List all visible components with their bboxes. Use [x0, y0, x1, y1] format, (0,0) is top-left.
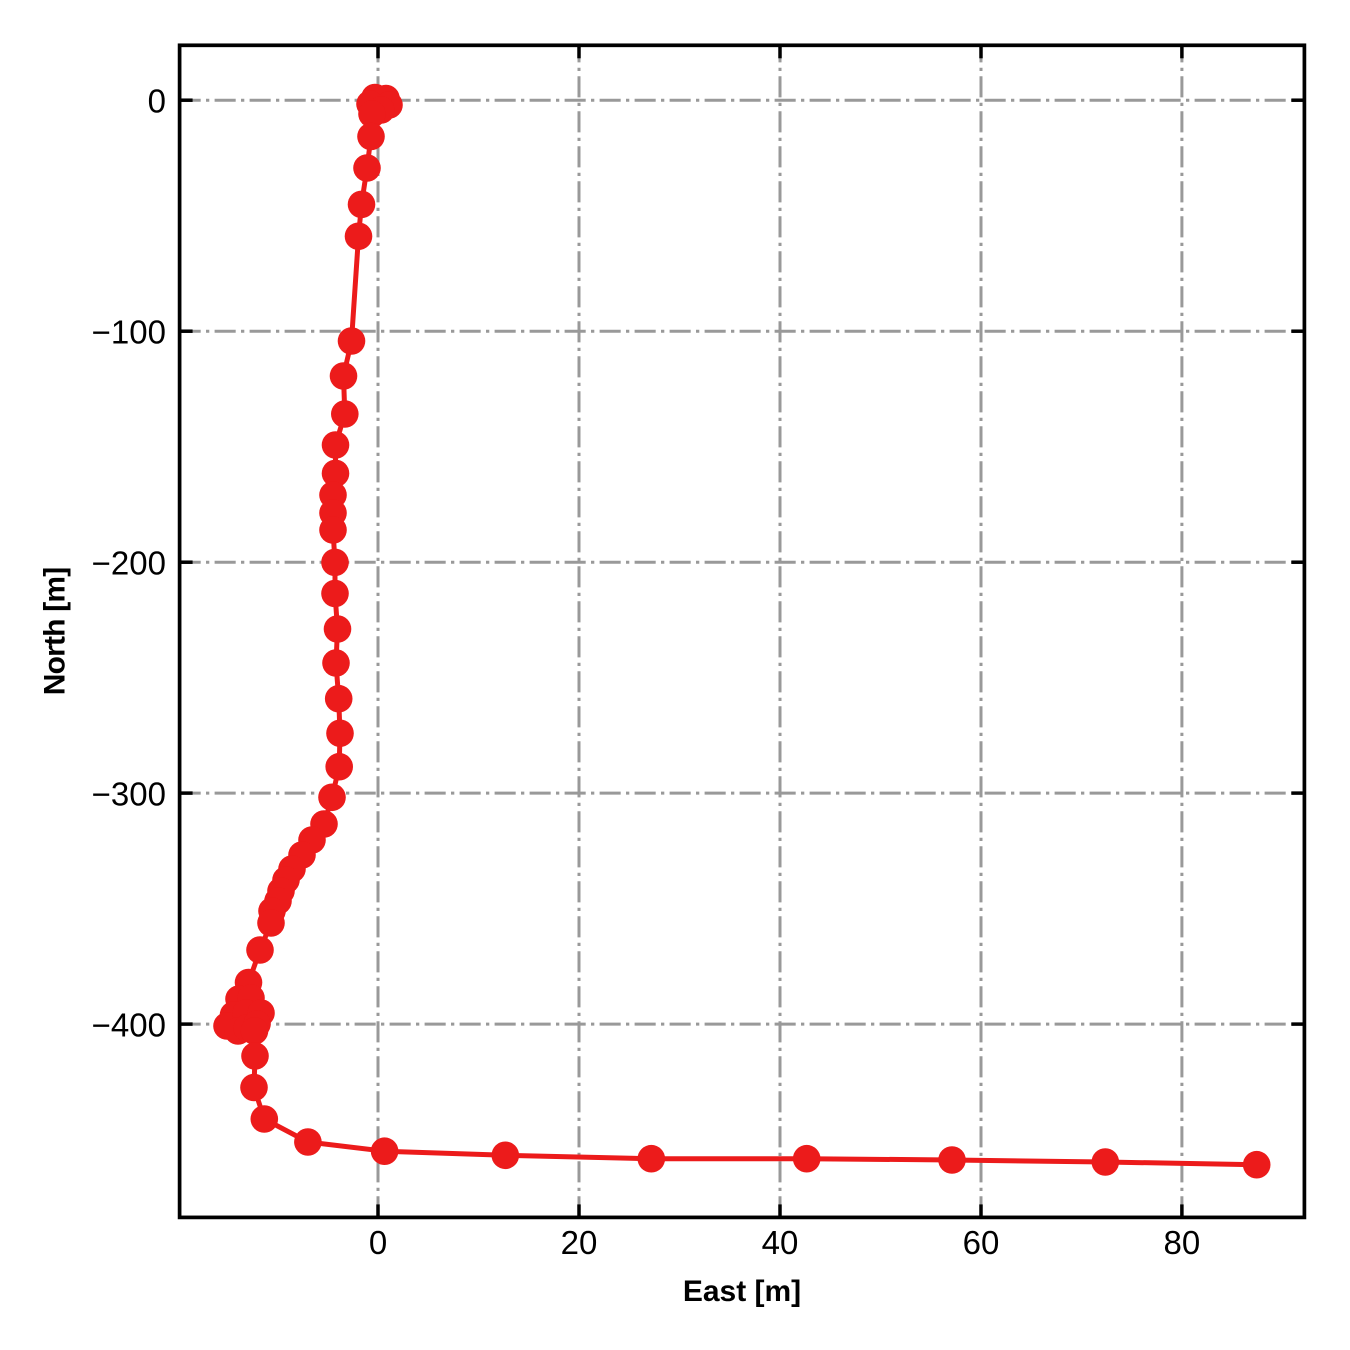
- svg-text:60: 60: [963, 1224, 1000, 1261]
- svg-text:0: 0: [148, 83, 166, 120]
- svg-text:−200: −200: [92, 545, 166, 582]
- svg-text:40: 40: [762, 1224, 799, 1261]
- svg-text:−300: −300: [92, 775, 166, 812]
- svg-text:0: 0: [369, 1224, 387, 1261]
- svg-text:80: 80: [1164, 1224, 1201, 1261]
- svg-text:−100: −100: [92, 314, 166, 351]
- svg-text:−400: −400: [92, 1006, 166, 1043]
- svg-text:20: 20: [561, 1224, 598, 1261]
- svg-text:North [m]: North [m]: [39, 568, 72, 696]
- svg-text:East [m]: East [m]: [683, 1275, 801, 1308]
